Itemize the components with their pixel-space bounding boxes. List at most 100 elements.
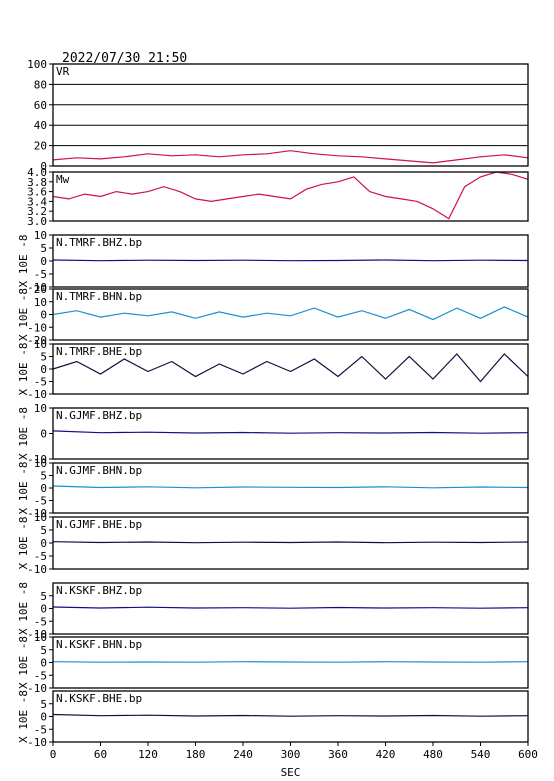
series-line-mw bbox=[52, 171, 529, 220]
panel-kskf-bhe: 50-5-10 N.KSKF.BHE.bp X 10E -8 bbox=[17, 690, 529, 749]
ytick-label: 5 bbox=[40, 590, 47, 603]
panel-frame bbox=[52, 63, 529, 167]
ytick-label: -10 bbox=[27, 453, 47, 466]
ytick-label: 5 bbox=[40, 242, 47, 255]
ytick-label: 10 bbox=[34, 457, 47, 470]
ytick-label: -10 bbox=[27, 281, 47, 294]
panel-gjmf-bhz: 10 0 -10 N.GJMF.BHZ.bp X 10E -8 bbox=[17, 402, 529, 466]
ytick-label: 0 bbox=[40, 309, 47, 322]
y-axis-label: X 10E -8 bbox=[17, 582, 30, 635]
series-line-kskf-bhe bbox=[52, 713, 529, 717]
y-axis-label: X 10E -8 bbox=[17, 517, 30, 570]
ytick-label: -20 bbox=[27, 334, 47, 347]
series-line-tmrf-bhn bbox=[52, 306, 529, 321]
ytick-label: -5 bbox=[34, 495, 47, 508]
ytick-label: 10 bbox=[34, 338, 47, 351]
ytick-label: 0 bbox=[40, 255, 47, 268]
xtick-label: 0 bbox=[50, 748, 57, 761]
panel-frame bbox=[52, 234, 529, 288]
ytick-label: 0 bbox=[40, 428, 47, 441]
ytick-label: 5 bbox=[40, 351, 47, 364]
ytick-label: 10 bbox=[34, 229, 47, 242]
panel-kskf-bhz: 50-5-10 N.KSKF.BHZ.bp X 10E -8 bbox=[17, 582, 529, 641]
ytick-label: 3.4 bbox=[27, 195, 47, 208]
xtick-label: 420 bbox=[376, 748, 396, 761]
series-line-gjmf-bhn bbox=[52, 485, 529, 489]
xtick-label: 600 bbox=[518, 748, 538, 761]
panel-label: Mw bbox=[56, 173, 70, 186]
panel-mw: 4.03.83.63.43.23.0 Mw bbox=[27, 166, 529, 228]
panel-label: N.TMRF.BHE.bp bbox=[56, 345, 142, 358]
series-line-gjmf-bhe bbox=[52, 541, 529, 544]
ytick-label: 100 bbox=[27, 58, 47, 71]
series-line-tmrf-bhz bbox=[52, 259, 529, 262]
panel-frame bbox=[52, 582, 529, 635]
y-axis-label: X 10E -8 bbox=[17, 288, 30, 341]
ytick-label: 80 bbox=[34, 78, 47, 91]
xtick-label: 180 bbox=[186, 748, 206, 761]
ytick-label: 3.6 bbox=[27, 186, 47, 199]
panel-label: N.KSKF.BHZ.bp bbox=[56, 584, 142, 597]
panel-frame bbox=[52, 462, 529, 514]
xtick-label: 300 bbox=[281, 748, 301, 761]
series-line-gjmf-bhz bbox=[52, 430, 529, 434]
panel-label: N.GJMF.BHN.bp bbox=[56, 464, 142, 477]
y-axis-label: X 10E -8 bbox=[17, 690, 30, 743]
xtick-label: 120 bbox=[138, 748, 158, 761]
ytick-label: 10 bbox=[34, 402, 47, 415]
y-axis-label: X 10E -8 bbox=[17, 407, 30, 460]
ytick-label: 4.0 bbox=[27, 166, 47, 179]
ytick-label: 3.0 bbox=[27, 215, 47, 228]
panel-label: N.GJMF.BHZ.bp bbox=[56, 409, 142, 422]
ytick-label: 20 bbox=[34, 140, 47, 153]
y-axis-label: X 10E -8 bbox=[17, 636, 30, 689]
ytick-label: 10 bbox=[34, 296, 47, 309]
ytick-label: 0 bbox=[40, 603, 47, 616]
panel-label: N.KSKF.BHN.bp bbox=[56, 638, 142, 651]
xtick-label: 480 bbox=[423, 748, 443, 761]
ytick-label: 5 bbox=[40, 698, 47, 711]
ytick-label: 5 bbox=[40, 524, 47, 537]
x-axis-label: SEC bbox=[281, 766, 301, 779]
panel-label: N.TMRF.BHZ.bp bbox=[56, 236, 142, 249]
xtick-label: 360 bbox=[328, 748, 348, 761]
ytick-label: 5 bbox=[40, 470, 47, 483]
panel-frame bbox=[52, 636, 529, 689]
series-line-kskf-bhn bbox=[52, 661, 529, 663]
panel-label: N.TMRF.BHN.bp bbox=[56, 290, 142, 303]
panel-label: N.GJMF.BHE.bp bbox=[56, 518, 142, 531]
ytick-label: -10 bbox=[27, 507, 47, 520]
ytick-label: -5 bbox=[34, 669, 47, 682]
ytick-label: -5 bbox=[34, 550, 47, 563]
ytick-label: -10 bbox=[27, 682, 47, 695]
ytick-label: 0 bbox=[40, 711, 47, 724]
y-axis-label: X 10E -8 bbox=[17, 235, 30, 288]
y-axis-label: X 10E -8 bbox=[17, 462, 30, 515]
ytick-label: -10 bbox=[27, 321, 47, 334]
ytick-label: 0 bbox=[40, 657, 47, 670]
ytick-label: 3.2 bbox=[27, 205, 47, 218]
ytick-label: 10 bbox=[34, 631, 47, 644]
panel-frame bbox=[52, 288, 529, 341]
y-axis-label: X 10E -8 bbox=[17, 343, 30, 396]
series-line-kskf-bhz bbox=[52, 606, 529, 609]
panel-label: VR bbox=[56, 65, 70, 78]
ytick-label: -5 bbox=[34, 268, 47, 281]
ytick-label: 40 bbox=[34, 119, 47, 132]
ytick-label: 60 bbox=[34, 99, 47, 112]
ytick-label: -5 bbox=[34, 615, 47, 628]
ytick-label: -10 bbox=[27, 388, 47, 401]
timestamp-label: 2022/07/30 21:50 bbox=[62, 51, 187, 66]
xtick-label: 540 bbox=[471, 748, 491, 761]
series-line-tmrf-bhe bbox=[52, 353, 529, 383]
ytick-label: -10 bbox=[27, 736, 47, 749]
ytick-label: 3.8 bbox=[27, 176, 47, 189]
ytick-label: 10 bbox=[34, 511, 47, 524]
xtick-label: 240 bbox=[233, 748, 253, 761]
